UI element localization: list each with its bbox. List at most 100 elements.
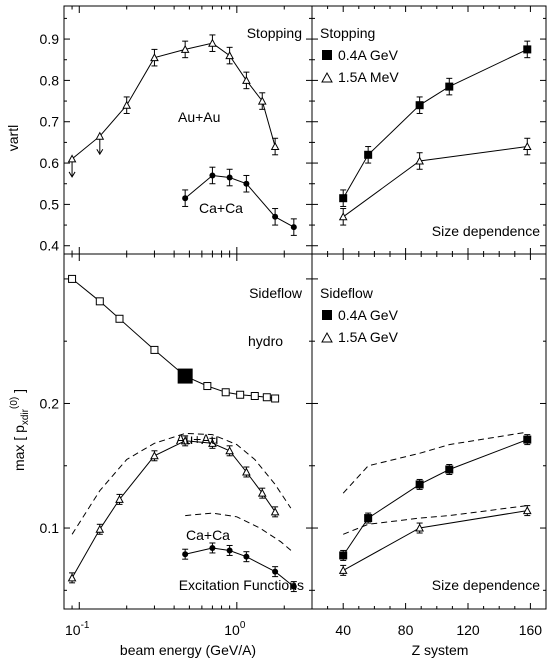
bl-au-au-point-7 xyxy=(242,467,251,476)
tr-0-4a-gev-point-4 xyxy=(523,45,532,54)
tl-au-au-limit-arrow-0-head xyxy=(68,171,76,178)
tl-ca-ca-point-1 xyxy=(209,172,216,179)
br-legend-triangle-icon xyxy=(321,331,333,343)
tr-1-5a-mev-point-1 xyxy=(415,156,424,165)
bl-au-au-point-5 xyxy=(208,438,217,447)
bl-hydro-point-3 xyxy=(150,345,159,354)
panel-bottom-right-frame xyxy=(311,253,547,610)
bl-hydro-point-1 xyxy=(95,297,104,306)
tr-0-4a-gev-point-3 xyxy=(445,82,454,91)
bl-hydro-point-10 xyxy=(271,394,280,403)
br-size-label: Size dependence xyxy=(432,577,540,593)
br-0-4a-gev-point-4 xyxy=(523,435,532,444)
tl-au-au-point-2 xyxy=(122,100,132,109)
tl-ytick-label-0: 0.4 xyxy=(40,238,60,254)
tr-legend-triangle-icon xyxy=(321,71,333,83)
br-0-4a-gev-point-3 xyxy=(445,465,454,474)
bl-caca-label: Ca+Ca xyxy=(186,527,230,543)
bl-hydro-label: hydro xyxy=(248,333,283,349)
tr-size-label: Size dependence xyxy=(432,223,540,239)
bl-au-au-line xyxy=(71,440,276,579)
bl-hydro-point-6 xyxy=(221,388,230,397)
bl-hydro-line xyxy=(71,278,276,399)
tl-au-au-point-8 xyxy=(257,96,267,105)
tr-legend2-label: 1.5A MeV xyxy=(338,69,399,85)
tl-au-au-point-4 xyxy=(180,44,190,53)
bl-exc-label: Excitation Functions xyxy=(179,577,304,593)
tr-0-4a-gev-point-1 xyxy=(364,150,373,159)
axes-layer: 0.4 0.5 0.6 0.7 0.8 0.9 0.1 0.2 10-1 100 40 80 120 16… xyxy=(40,6,547,638)
bl-au-au-point-0 xyxy=(67,573,77,582)
bl-hydro-point-7 xyxy=(236,390,245,399)
tl-ylabel: vartl xyxy=(5,125,21,151)
bl-hydro-point-4 xyxy=(177,368,193,384)
bl-ylabel: max [ pxdir(0) ] xyxy=(9,389,31,471)
bl-hydro-point-2 xyxy=(115,314,124,323)
tl-ytick-label-1: 0.5 xyxy=(40,196,60,212)
tl-ytick-label-3: 0.7 xyxy=(40,114,60,130)
tl-ca-ca-point-4 xyxy=(272,213,279,220)
bl-hydro-point-9 xyxy=(262,393,271,402)
bl-hydro-point-5 xyxy=(203,382,212,391)
br-dashed-curve-1 xyxy=(343,505,528,535)
tr-0-4a-gev-point-2 xyxy=(415,101,424,110)
tl-ytick-label-4: 0.8 xyxy=(40,72,60,88)
bl-au-au-point-4 xyxy=(180,436,190,445)
points-layer xyxy=(67,34,532,593)
bl-ca-ca-point-2 xyxy=(226,547,233,554)
br-0-4a-gev-line xyxy=(342,439,528,556)
bl-dashed-curve-1 xyxy=(185,512,295,554)
tl-au-au-point-6 xyxy=(225,51,234,60)
br-legend2-label: 1.5A GeV xyxy=(338,329,399,345)
br-legend1-label: 0.4A GeV xyxy=(338,307,399,323)
br-0-4a-gev-point-2 xyxy=(415,480,424,489)
tl-corner-label: Stopping xyxy=(247,25,302,41)
tl-au-au-point-5 xyxy=(208,38,217,47)
br-xlabel: Z system xyxy=(412,642,469,658)
tl-ca-ca-point-3 xyxy=(243,180,250,187)
tl-ca-ca-point-5 xyxy=(290,224,297,231)
bl-ytick-label-0: 0.1 xyxy=(40,520,60,536)
bl-dashed-curve-0 xyxy=(71,432,292,535)
bl-xtick-label-1: 100 xyxy=(224,620,246,638)
bl-au-au-point-9 xyxy=(270,507,280,516)
br-1-5a-gev-point-0 xyxy=(338,565,348,574)
bl-ca-ca-point-0 xyxy=(182,551,189,558)
br-xtick-label-0: 40 xyxy=(335,622,351,638)
tl-au-au-limit-arrow-1-head xyxy=(96,148,104,156)
bl-au-au-point-8 xyxy=(257,488,267,497)
bl-xtick-label-0: 10-1 xyxy=(65,620,90,638)
br-xtick-label-2: 120 xyxy=(456,622,480,638)
tl-ytick-label-2: 0.6 xyxy=(40,155,60,171)
br-0-4a-gev-point-1 xyxy=(364,514,373,523)
tr-legend-square-icon xyxy=(322,50,332,60)
tr-1-5a-mev-point-2 xyxy=(522,141,532,151)
bl-ca-ca-point-1 xyxy=(209,544,216,551)
panel-top-right-frame xyxy=(311,5,547,255)
tl-au-au-line xyxy=(71,42,276,160)
bl-auau-label: Au+Au xyxy=(176,431,218,447)
bl-ca-ca-point-3 xyxy=(243,553,250,560)
br-legend-square-icon xyxy=(322,310,332,320)
bl-xlabel: beam energy (GeV/A) xyxy=(120,642,256,658)
tl-ytick-label-5: 0.9 xyxy=(40,31,60,47)
bl-au-au-point-6 xyxy=(225,446,234,455)
bl-au-au-point-3 xyxy=(150,451,159,460)
bl-ca-ca-line xyxy=(185,547,295,587)
tl-caca-label: Ca+Ca xyxy=(199,200,243,216)
br-1-5a-gev-point-2 xyxy=(522,506,532,515)
tr-corner-label: Stopping xyxy=(320,25,375,41)
tr-1-5a-mev-point-0 xyxy=(338,212,348,221)
bl-ca-ca-point-4 xyxy=(272,568,279,575)
tl-au-au-point-9 xyxy=(270,141,280,151)
br-0-4a-gev-point-0 xyxy=(339,551,348,560)
tl-au-au-point-3 xyxy=(150,53,159,62)
tl-ca-ca-point-2 xyxy=(226,174,233,181)
tl-ca-ca-point-0 xyxy=(182,195,189,202)
bl-corner-label: Sideflow xyxy=(249,285,303,301)
br-1-5a-gev-point-1 xyxy=(415,523,424,532)
bl-ca-ca-point-5 xyxy=(290,583,297,590)
tl-au-au-point-7 xyxy=(242,75,251,84)
bl-au-au-point-1 xyxy=(95,524,105,533)
